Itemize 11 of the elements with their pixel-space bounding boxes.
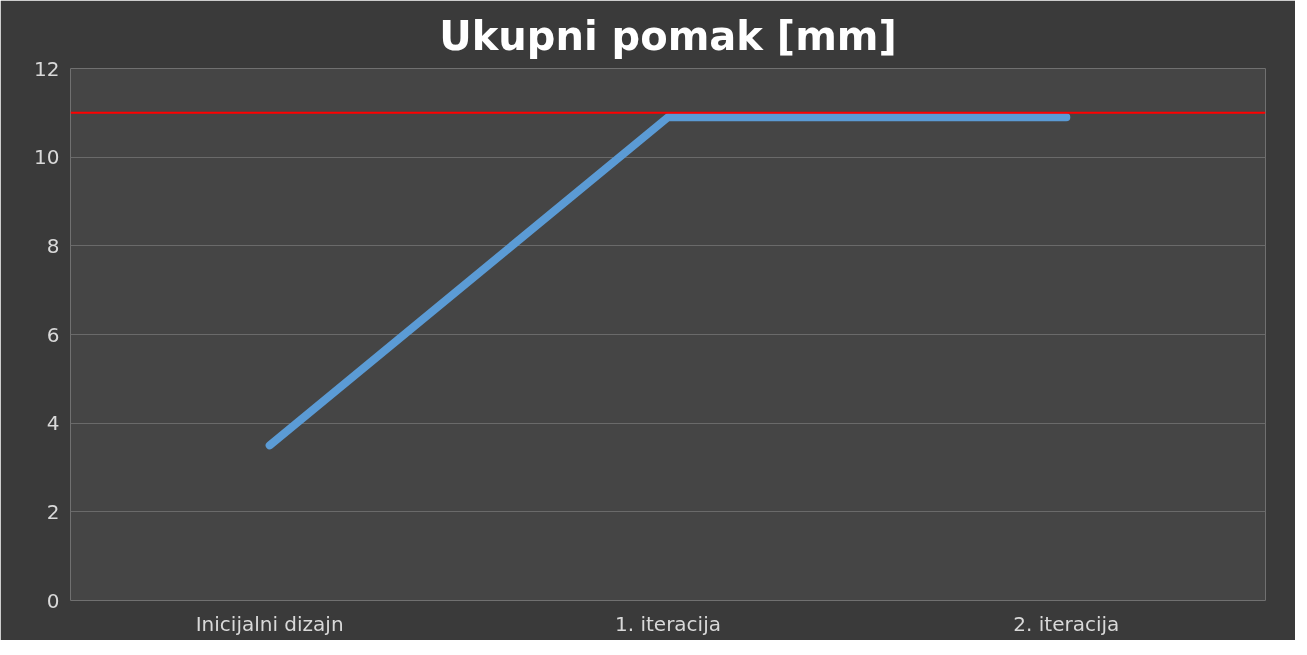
y-tick-label: 0 xyxy=(46,588,60,613)
y-tick-label: 6 xyxy=(46,322,60,347)
y-tick-label: 12 xyxy=(34,56,60,81)
y-tick-label: 8 xyxy=(46,233,60,258)
y-tick-label: 2 xyxy=(46,499,60,524)
y-tick-label: 4 xyxy=(46,411,60,436)
y-tick-label: 10 xyxy=(34,145,60,170)
x-tick-label: 1. iteracija xyxy=(615,611,722,636)
x-tick-label: Inicijalni dizajn xyxy=(195,611,344,636)
chart-title: Ukupni pomak [mm] xyxy=(439,12,897,59)
x-tick-label: 2. iteracija xyxy=(1013,611,1120,636)
